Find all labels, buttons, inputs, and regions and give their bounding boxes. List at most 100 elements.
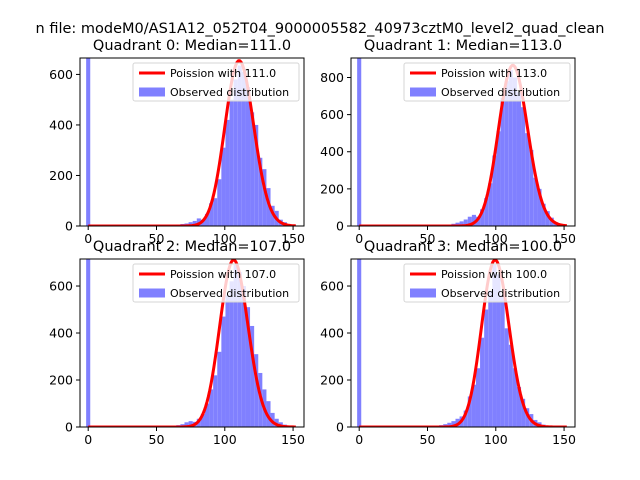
legend-box xyxy=(132,263,300,303)
histogram-bar xyxy=(463,410,468,427)
axes-frame xyxy=(350,258,576,428)
legend-patch-swatch xyxy=(410,288,436,298)
x-tick-label: 100 xyxy=(213,432,237,447)
histogram-bar-zero xyxy=(86,259,91,427)
histogram-bar-zero xyxy=(357,58,362,226)
legend-label: Observed distribution xyxy=(170,86,289,99)
subplot-quadrant-1: 0 50 100 150 0 200 400 600 800 Quadrant 1: Median… xyxy=(320,38,576,246)
histogram-bar xyxy=(250,325,255,427)
axes-frame xyxy=(79,258,305,428)
histogram-bar xyxy=(221,147,226,226)
histogram-bar xyxy=(496,131,501,226)
x-tick-label: 0 xyxy=(84,231,92,246)
histogram-bar xyxy=(250,112,255,226)
histogram-bar xyxy=(262,169,267,226)
histogram-bar xyxy=(541,203,546,226)
histogram-bar xyxy=(200,414,205,427)
histogram-bar xyxy=(217,351,222,427)
histogram-bar xyxy=(209,203,214,226)
histogram-bar xyxy=(225,119,230,226)
legend-label: Poission with 100.0 xyxy=(441,268,547,281)
histogram-bar xyxy=(266,401,271,427)
legend-patch-swatch xyxy=(139,288,165,298)
y-tick-label: 600 xyxy=(320,279,344,294)
histogram-bar xyxy=(533,177,538,226)
y-tick-label: 0 xyxy=(65,219,73,234)
axes-frame xyxy=(79,57,305,227)
histogram-bar xyxy=(545,211,550,226)
histogram-bar xyxy=(188,222,193,226)
x-tick-label: 0 xyxy=(84,432,92,447)
histogram-bar xyxy=(184,422,189,427)
x-tick-label: 150 xyxy=(281,231,305,246)
histogram-bar xyxy=(467,216,472,226)
histogram-bar xyxy=(192,220,197,226)
histogram-bar xyxy=(508,344,513,427)
histogram-bar xyxy=(537,188,542,226)
histogram-bar xyxy=(241,286,246,427)
legend-box xyxy=(132,62,300,102)
subplot-title: Quadrant 2: Median=107.0 xyxy=(93,239,291,255)
histogram-bar xyxy=(492,155,497,226)
histogram-bar xyxy=(254,354,259,427)
subplot-title: Quadrant 3: Median=100.0 xyxy=(364,239,562,255)
x-tick-label: 100 xyxy=(213,231,237,246)
legend-label: Observed distribution xyxy=(441,86,560,99)
histogram-bar xyxy=(471,214,476,226)
y-tick-label: 200 xyxy=(320,181,344,196)
x-tick-label: 0 xyxy=(355,231,363,246)
plot-area xyxy=(357,259,567,427)
y-tick-label: 0 xyxy=(65,420,73,435)
histogram-bar xyxy=(492,264,497,427)
histogram-bar xyxy=(245,307,251,427)
y-tick-label: 600 xyxy=(49,279,73,294)
y-tick-label: 200 xyxy=(49,168,73,183)
histogram-bar xyxy=(204,403,210,427)
histogram-bar xyxy=(496,274,501,427)
histogram-bar xyxy=(467,396,472,427)
x-tick-label: 100 xyxy=(484,432,508,447)
histogram-bar xyxy=(508,70,513,226)
x-tick-label: 0 xyxy=(355,432,363,447)
x-tick-label: 50 xyxy=(420,231,436,246)
histogram-bar xyxy=(237,65,242,226)
subplot-quadrant-0: 0 50 100 150 0 200 400 600 Quadrant 0: Median=11… xyxy=(49,38,305,246)
histogram-bar xyxy=(504,81,509,226)
y-tick-label: 800 xyxy=(320,70,344,85)
histogram-bar xyxy=(512,77,517,226)
histogram-bar xyxy=(455,222,460,226)
histogram-bar xyxy=(475,216,481,226)
subplot-grid: 0 50 100 150 0 200 400 600 Quadrant 0: Median=11… xyxy=(49,38,576,447)
y-tick-label: 0 xyxy=(336,219,344,234)
histogram-bar xyxy=(521,398,526,427)
histogram-bar xyxy=(484,309,489,427)
subplot-title: Quadrant 1: Median=113.0 xyxy=(364,38,562,54)
legend-label: Poission with 107.0 xyxy=(170,268,276,281)
x-tick-label: 100 xyxy=(484,231,508,246)
histogram-bar xyxy=(188,421,193,427)
histogram-bar xyxy=(525,133,530,226)
histogram-bar xyxy=(233,264,238,427)
histogram-bar xyxy=(500,97,505,226)
histogram-bar xyxy=(516,387,522,427)
histogram-bar xyxy=(217,179,222,226)
histogram-bar xyxy=(258,157,263,226)
histogram-bar xyxy=(229,281,234,427)
histogram-bar xyxy=(471,384,476,427)
x-tick-label: 50 xyxy=(149,231,165,246)
y-tick-label: 0 xyxy=(336,420,344,435)
histogram-bar xyxy=(204,213,210,226)
histogram-bar xyxy=(488,290,493,427)
histogram-bar xyxy=(245,87,251,226)
y-tick-label: 400 xyxy=(49,117,73,132)
poisson-curve xyxy=(359,259,567,427)
histogram-bar xyxy=(500,295,505,427)
histogram-bar xyxy=(213,198,218,226)
histogram-bar xyxy=(484,198,489,226)
histogram-bar-zero xyxy=(357,259,362,427)
x-tick-label: 150 xyxy=(552,231,576,246)
histogram-bar xyxy=(447,422,452,427)
legend: Poission with 107.0 Observed distribution xyxy=(132,263,300,303)
legend-patch-swatch xyxy=(410,87,436,97)
